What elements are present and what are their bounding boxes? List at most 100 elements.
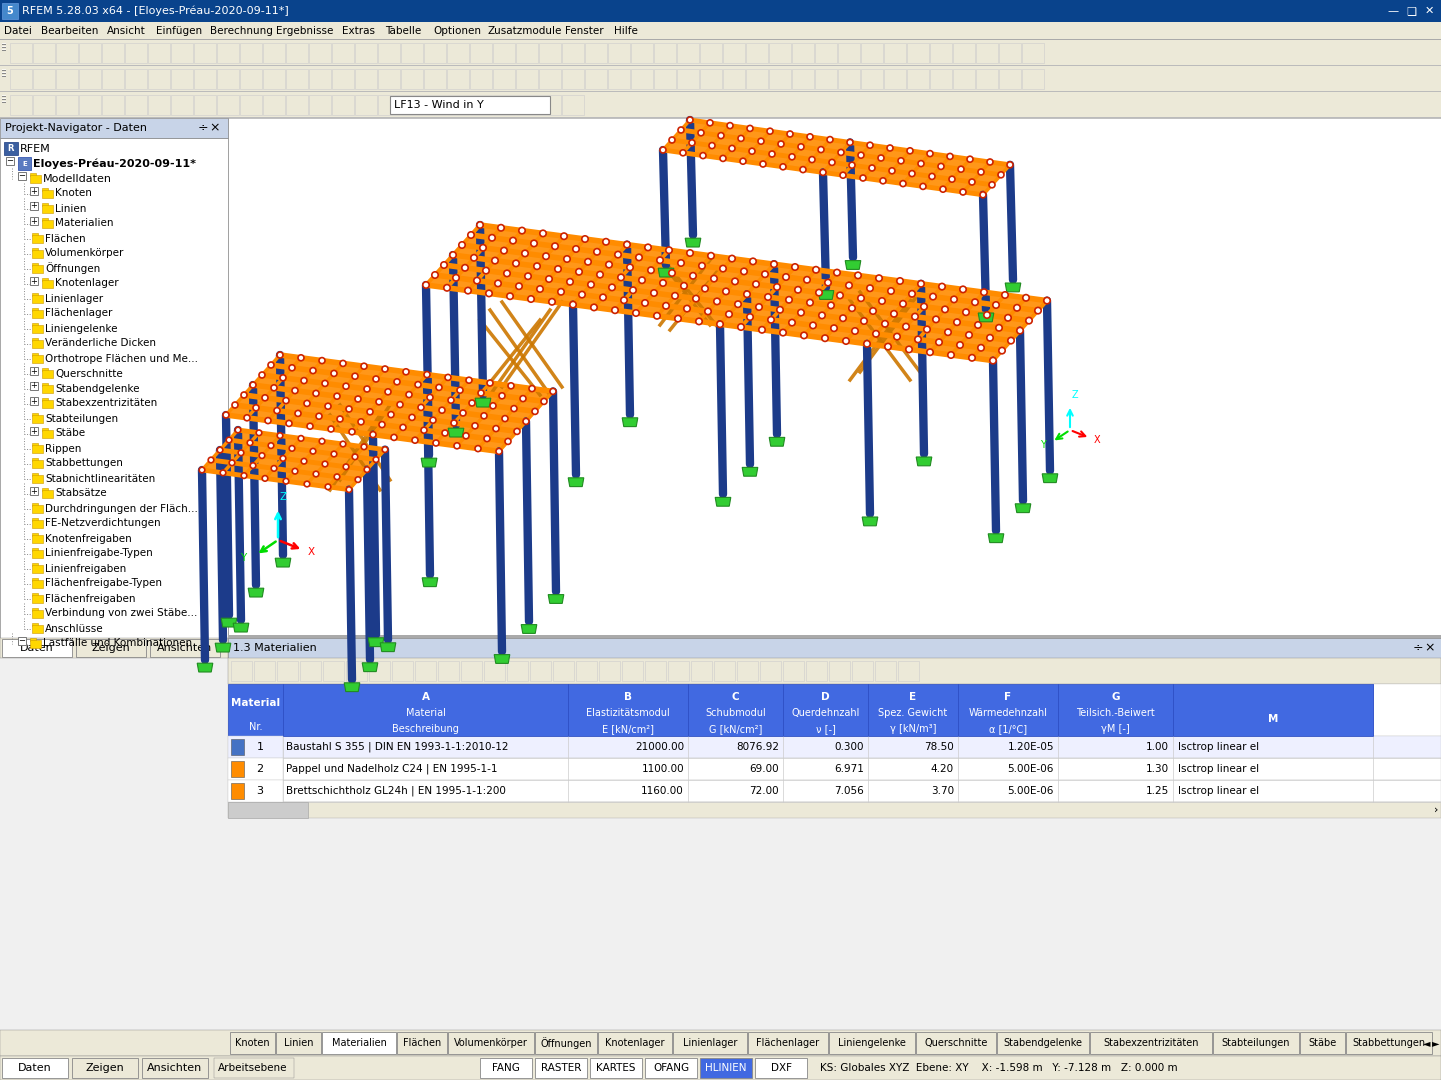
Circle shape xyxy=(323,461,327,467)
Text: 0.300: 0.300 xyxy=(834,742,865,752)
Polygon shape xyxy=(597,242,627,255)
Circle shape xyxy=(680,283,687,289)
Bar xyxy=(654,43,676,63)
Polygon shape xyxy=(651,260,682,273)
Bar xyxy=(42,190,53,198)
Polygon shape xyxy=(591,274,621,287)
Circle shape xyxy=(1026,318,1032,324)
Bar xyxy=(883,43,906,63)
Polygon shape xyxy=(735,271,765,284)
Circle shape xyxy=(329,426,334,432)
Bar xyxy=(415,661,437,681)
Circle shape xyxy=(373,457,379,462)
Circle shape xyxy=(540,230,546,237)
Circle shape xyxy=(321,380,329,387)
Circle shape xyxy=(362,363,367,369)
Polygon shape xyxy=(1006,283,1020,292)
Bar xyxy=(32,323,37,326)
Circle shape xyxy=(627,265,633,271)
Circle shape xyxy=(687,249,693,256)
Bar xyxy=(354,95,378,114)
Text: Hilfe: Hilfe xyxy=(614,26,638,36)
Text: Tabelle: Tabelle xyxy=(385,26,421,36)
Circle shape xyxy=(821,335,829,341)
Bar xyxy=(484,661,504,681)
Circle shape xyxy=(334,393,340,400)
Bar xyxy=(32,235,43,243)
Polygon shape xyxy=(422,578,438,586)
Polygon shape xyxy=(310,416,340,429)
Circle shape xyxy=(1035,308,1042,314)
Text: Stabbettungen: Stabbettungen xyxy=(45,459,122,469)
Bar xyxy=(493,43,514,63)
Text: Teilsich.-Beiwert: Teilsich.-Beiwert xyxy=(1076,708,1154,718)
Polygon shape xyxy=(437,433,465,446)
Text: +: + xyxy=(30,396,37,405)
Bar xyxy=(677,69,699,89)
Circle shape xyxy=(561,233,568,240)
Circle shape xyxy=(401,424,406,431)
Bar xyxy=(218,69,239,89)
Circle shape xyxy=(888,145,893,151)
Circle shape xyxy=(290,446,295,451)
Polygon shape xyxy=(326,374,354,387)
Bar xyxy=(530,661,550,681)
Circle shape xyxy=(980,192,986,198)
Bar xyxy=(32,503,37,507)
Circle shape xyxy=(346,406,352,411)
Polygon shape xyxy=(699,311,729,324)
Polygon shape xyxy=(229,430,259,443)
Bar xyxy=(585,43,607,63)
Polygon shape xyxy=(842,143,870,156)
Circle shape xyxy=(716,321,723,327)
Circle shape xyxy=(765,294,771,300)
Polygon shape xyxy=(398,372,427,384)
Circle shape xyxy=(537,286,543,293)
Circle shape xyxy=(869,165,875,171)
Circle shape xyxy=(879,298,885,305)
Bar xyxy=(277,661,298,681)
Circle shape xyxy=(860,175,866,181)
Circle shape xyxy=(229,460,235,465)
Bar xyxy=(228,758,282,780)
Polygon shape xyxy=(248,589,264,597)
Circle shape xyxy=(304,482,310,487)
Bar xyxy=(700,1058,752,1078)
Bar xyxy=(916,1032,996,1054)
Bar xyxy=(1404,3,1419,18)
Circle shape xyxy=(981,289,987,296)
Bar xyxy=(231,783,244,799)
Circle shape xyxy=(929,174,935,179)
Bar xyxy=(470,43,491,63)
Circle shape xyxy=(268,362,274,368)
Bar xyxy=(713,661,735,681)
Text: 1.20E-05: 1.20E-05 xyxy=(1007,742,1053,752)
Polygon shape xyxy=(846,260,860,269)
Bar xyxy=(228,758,1441,780)
Polygon shape xyxy=(672,130,700,143)
Bar xyxy=(0,22,1441,40)
Polygon shape xyxy=(313,361,343,374)
Bar xyxy=(32,518,37,521)
Text: Stabteilungen: Stabteilungen xyxy=(45,414,118,423)
Circle shape xyxy=(496,448,501,455)
Text: Linienfreigaben: Linienfreigaben xyxy=(45,564,127,573)
Circle shape xyxy=(373,376,379,382)
Polygon shape xyxy=(232,453,262,465)
Text: Linien: Linien xyxy=(55,203,86,214)
Polygon shape xyxy=(235,395,265,408)
Bar xyxy=(32,413,37,416)
Circle shape xyxy=(262,475,268,482)
Circle shape xyxy=(778,141,784,147)
Circle shape xyxy=(798,309,804,315)
Circle shape xyxy=(749,148,755,154)
Bar xyxy=(228,118,1441,638)
Circle shape xyxy=(549,298,555,305)
Text: +: + xyxy=(30,276,37,285)
Bar xyxy=(228,802,1441,818)
Circle shape xyxy=(370,432,376,437)
Circle shape xyxy=(958,166,964,172)
Circle shape xyxy=(241,473,246,478)
Bar xyxy=(42,400,53,408)
Text: Brettschichtholz GL24h | EN 1995-1-1:200: Brettschichtholz GL24h | EN 1995-1-1:200 xyxy=(285,786,506,796)
